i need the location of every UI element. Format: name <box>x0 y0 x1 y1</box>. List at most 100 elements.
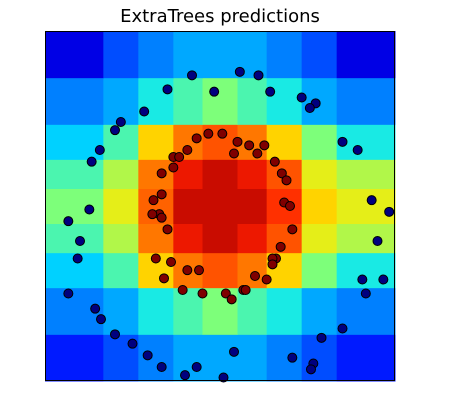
scatter-point-class-1 <box>267 259 278 270</box>
heatmap-cell <box>266 287 303 335</box>
heatmap-cell <box>202 223 238 254</box>
scatter-point-class-1 <box>269 156 280 167</box>
scatter-point-class-0 <box>187 70 197 81</box>
heatmap-cell <box>138 124 174 160</box>
heatmap-cell <box>173 31 203 79</box>
scatter-point-class-1 <box>240 285 251 295</box>
scatter-point-class-0 <box>229 346 239 357</box>
scatter-point-class-0 <box>90 303 101 314</box>
heatmap-cell <box>336 31 396 79</box>
scatter-point-class-0 <box>378 274 389 285</box>
heatmap-cell <box>237 223 268 254</box>
scatter-point-class-1 <box>250 271 260 281</box>
scatter-point-class-0 <box>110 125 120 136</box>
scatter-point-class-0 <box>234 66 245 77</box>
scatter-point-class-1 <box>276 168 287 179</box>
scatter-point-class-1 <box>182 145 193 155</box>
heatmap-cell <box>336 223 396 254</box>
scatter-point-class-1 <box>232 136 243 147</box>
scatter-point-class-1 <box>159 273 169 284</box>
heatmap-cell <box>202 159 238 189</box>
scatter-point-class-0 <box>63 216 74 227</box>
scatter-point-class-0 <box>287 352 298 363</box>
scatter-point-class-0 <box>304 103 315 113</box>
heatmap-cell <box>173 159 203 189</box>
heatmap-cell <box>266 124 303 160</box>
scatter-point-class-1 <box>281 175 292 186</box>
scatter-point-class-0 <box>253 70 264 81</box>
heatmap-cell <box>237 287 268 335</box>
scatter-point-class-0 <box>180 370 190 381</box>
heatmap-cell <box>237 188 268 224</box>
heatmap-cell <box>138 159 174 189</box>
scatter-point-class-1 <box>220 288 231 299</box>
scatter-point-class-0 <box>96 314 106 325</box>
scatter-point-class-0 <box>366 195 377 206</box>
scatter-point-class-0 <box>127 338 138 349</box>
heatmap-cell <box>103 223 139 254</box>
scatter-point-class-1 <box>287 224 298 235</box>
scatter-point-class-1 <box>182 265 193 276</box>
heatmap-cell <box>202 188 238 224</box>
heatmap-cell <box>301 287 338 335</box>
heatmap-cell <box>45 124 104 160</box>
heatmap-cell <box>138 287 174 335</box>
scatter-point-class-1 <box>285 201 295 211</box>
scatter-point-class-0 <box>139 106 150 117</box>
heatmap-cell <box>266 31 303 79</box>
heatmap-cell <box>103 159 139 189</box>
scatter-point-class-0 <box>372 236 383 246</box>
heatmap-cell <box>301 188 338 224</box>
scatter-point-class-0 <box>86 156 97 167</box>
scatter-point-class-0 <box>360 288 371 299</box>
axes-frame <box>45 31 395 381</box>
scatter-point-class-1 <box>150 253 161 264</box>
heatmap-cell <box>301 252 338 289</box>
scatter-point-class-1 <box>147 209 158 220</box>
heatmap-cell <box>237 334 268 382</box>
heatmap-cell <box>301 159 338 189</box>
scatter-point-class-0 <box>337 323 348 334</box>
scatter-point-class-1 <box>156 212 167 223</box>
scatter-point-class-0 <box>316 332 327 343</box>
heatmap-cell <box>336 159 396 189</box>
scatter-point-class-1 <box>261 274 272 285</box>
scatter-point-class-0 <box>142 350 153 361</box>
scatter-point-class-0 <box>384 206 395 217</box>
heatmap-cell <box>45 334 104 382</box>
scatter-point-class-0 <box>352 145 363 155</box>
heatmap-cell <box>266 77 303 125</box>
chart-title: ExtraTrees predictions <box>120 6 320 27</box>
scatter-point-class-1 <box>177 285 188 295</box>
heatmap-cell <box>138 188 174 224</box>
heatmap-cell <box>173 188 203 224</box>
scatter-point-class-0 <box>115 117 126 127</box>
heatmap-cell <box>103 287 139 335</box>
scatter-point-class-1 <box>156 189 167 200</box>
scatter-point-class-0 <box>75 236 85 246</box>
scatter-point-class-1 <box>226 294 237 305</box>
scatter-point-class-1 <box>229 148 239 159</box>
scatter-point-class-0 <box>84 204 95 215</box>
heatmap-cell <box>202 77 238 125</box>
scatter-point-class-0 <box>218 372 229 383</box>
heatmap-cell <box>202 31 238 79</box>
heatmap-cell <box>45 77 104 125</box>
scatter-point-class-1 <box>148 195 159 206</box>
scatter-point-class-1 <box>191 133 202 144</box>
scatter-point-class-0 <box>306 364 316 375</box>
scatter-point-class-1 <box>217 128 228 139</box>
scatter-point-class-0 <box>296 92 307 103</box>
scatter-point-class-0 <box>72 253 83 264</box>
scatter-point-class-0 <box>156 362 167 372</box>
heatmap-cell <box>237 252 268 289</box>
heatmap-cell <box>173 223 203 254</box>
heatmap-cell <box>103 31 139 79</box>
heatmap-cell <box>202 252 238 289</box>
scatter-point-class-0 <box>94 145 105 155</box>
scatter-point-class-0 <box>357 274 368 285</box>
scatter-point-class-0 <box>265 86 276 97</box>
heatmap-cell <box>202 334 238 382</box>
